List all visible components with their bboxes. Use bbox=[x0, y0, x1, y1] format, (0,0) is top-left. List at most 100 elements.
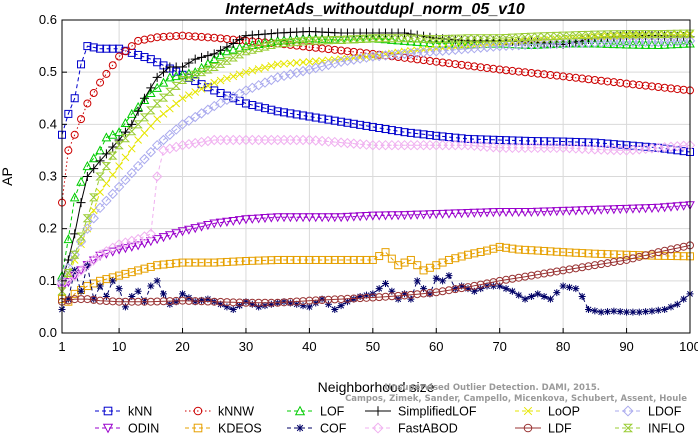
data-point bbox=[545, 32, 556, 41]
data-point bbox=[121, 153, 130, 162]
data-point bbox=[419, 289, 428, 298]
data-point bbox=[88, 254, 99, 266]
data-point bbox=[609, 250, 618, 259]
data-point bbox=[278, 70, 290, 82]
data-point bbox=[216, 258, 225, 267]
data-point bbox=[432, 274, 440, 282]
data-point bbox=[145, 87, 156, 98]
data-point bbox=[502, 243, 511, 252]
data-point bbox=[584, 262, 593, 271]
data-point bbox=[63, 269, 74, 278]
data-point bbox=[527, 137, 536, 146]
watermark-line: Campos, Zimek, Sander, Campello, Micenko… bbox=[345, 394, 687, 404]
data-point bbox=[101, 162, 112, 171]
data-point bbox=[89, 43, 98, 52]
data-point bbox=[241, 99, 250, 108]
data-point bbox=[355, 212, 365, 222]
data-point bbox=[437, 35, 448, 44]
data-point bbox=[77, 115, 86, 124]
data-point bbox=[267, 62, 276, 70]
data-point bbox=[222, 257, 231, 266]
data-point bbox=[102, 275, 111, 284]
data-point bbox=[475, 208, 486, 218]
data-point bbox=[76, 266, 86, 276]
data-point bbox=[196, 68, 207, 77]
data-point bbox=[318, 295, 326, 303]
data-point bbox=[146, 297, 155, 306]
data-point bbox=[622, 79, 631, 88]
data-point bbox=[222, 46, 232, 56]
data-point bbox=[400, 28, 410, 38]
data-point bbox=[666, 29, 676, 38]
data-point bbox=[248, 256, 257, 265]
data-point bbox=[609, 78, 618, 87]
data-point bbox=[216, 34, 225, 43]
data-point bbox=[108, 170, 117, 179]
data-point bbox=[292, 58, 301, 67]
data-point bbox=[565, 73, 574, 82]
data-point bbox=[248, 298, 257, 307]
data-point bbox=[83, 99, 92, 108]
data-point bbox=[178, 258, 187, 267]
data-point bbox=[153, 297, 162, 306]
data-point bbox=[362, 293, 371, 302]
data-point bbox=[381, 292, 390, 301]
data-point bbox=[172, 259, 181, 268]
data-point bbox=[495, 65, 504, 74]
data-point bbox=[513, 207, 524, 218]
data-point bbox=[177, 119, 188, 130]
data-point bbox=[190, 70, 200, 79]
data-point bbox=[514, 136, 523, 145]
data-point bbox=[475, 34, 486, 43]
data-point bbox=[102, 292, 110, 300]
data-point bbox=[184, 258, 193, 267]
data-point bbox=[88, 256, 99, 266]
data-point bbox=[204, 295, 212, 303]
data-point bbox=[609, 30, 619, 39]
data-point bbox=[539, 32, 549, 41]
data-point bbox=[165, 231, 175, 241]
data-point bbox=[356, 255, 365, 264]
data-point bbox=[488, 142, 499, 153]
data-point bbox=[679, 147, 688, 156]
data-point bbox=[293, 300, 301, 308]
data-point bbox=[577, 31, 587, 40]
data-point bbox=[210, 33, 219, 42]
data-point bbox=[139, 239, 150, 249]
data-point bbox=[642, 308, 650, 316]
data-point bbox=[481, 141, 493, 152]
data-point bbox=[602, 205, 613, 215]
data-point bbox=[304, 213, 315, 223]
data-point bbox=[146, 83, 156, 93]
data-point bbox=[197, 85, 206, 93]
data-point bbox=[673, 252, 682, 261]
data-point bbox=[603, 139, 612, 148]
data-point bbox=[367, 211, 378, 221]
data-point bbox=[311, 36, 321, 45]
data-point bbox=[139, 94, 150, 104]
data-point bbox=[310, 213, 321, 223]
data-point bbox=[584, 249, 593, 258]
data-point bbox=[170, 141, 182, 153]
series-kdeos bbox=[58, 242, 694, 306]
data-point bbox=[348, 138, 360, 149]
data-point bbox=[89, 89, 98, 98]
y-tick-label: 0.4 bbox=[39, 116, 57, 131]
data-point bbox=[437, 209, 448, 219]
data-point bbox=[139, 153, 150, 165]
data-point bbox=[412, 210, 423, 220]
data-point bbox=[420, 285, 428, 293]
legend-item-loop: LoOP bbox=[515, 405, 580, 419]
legend-marker bbox=[523, 406, 533, 416]
data-point bbox=[464, 285, 472, 293]
legend-label: INFLO bbox=[648, 422, 685, 434]
data-point bbox=[336, 213, 346, 223]
watermark: Campos, Zimek, Sander, Campello, Micenko… bbox=[345, 383, 687, 404]
data-point bbox=[291, 37, 302, 46]
data-point bbox=[444, 255, 453, 264]
data-point bbox=[114, 141, 124, 150]
data-point bbox=[153, 33, 162, 42]
data-point bbox=[559, 137, 568, 146]
data-point bbox=[304, 36, 315, 45]
data-point bbox=[451, 60, 460, 69]
